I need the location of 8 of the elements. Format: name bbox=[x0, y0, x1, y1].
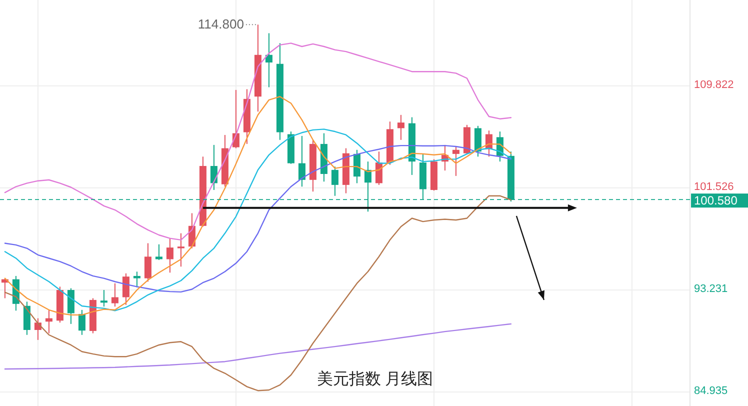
y-tick-label: 101.526 bbox=[694, 180, 734, 193]
y-tick-label: 109.822 bbox=[694, 78, 734, 91]
annotation: 114.800 bbox=[198, 16, 244, 32]
text: 美元指数 月线图 bbox=[316, 370, 434, 388]
y-tick-label: 84.935 bbox=[694, 385, 728, 398]
annotation: 114.800 bbox=[198, 16, 256, 32]
y-tick-label: 93.231 bbox=[694, 282, 728, 295]
ref-line-label: 100.580 bbox=[694, 194, 738, 208]
